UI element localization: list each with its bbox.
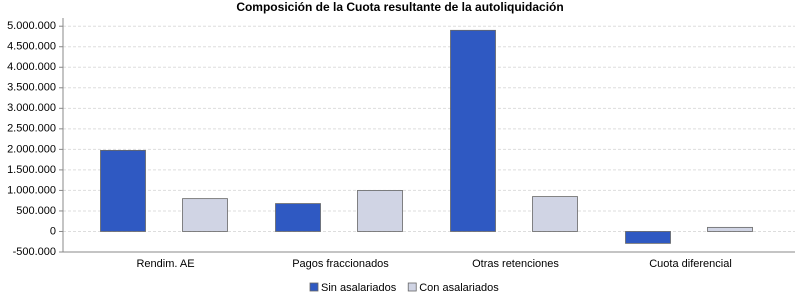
y-tick-label: 2.000.000	[7, 143, 56, 155]
y-tick-label: 4.500.000	[7, 41, 56, 53]
y-tick-label: 2.500.000	[7, 123, 56, 135]
y-tick-label: -500.000	[13, 246, 56, 258]
y-tick-label: 500.000	[16, 205, 56, 217]
y-tick-label: 3.000.000	[7, 102, 56, 114]
x-tick-label: Otras retenciones	[472, 258, 559, 270]
y-tick-label: 3.500.000	[7, 82, 56, 94]
y-tick-label: 5.000.000	[7, 20, 56, 32]
x-tick-label: Pagos fraccionados	[292, 258, 389, 270]
bar	[532, 196, 578, 232]
chart-title: Composición de la Cuota resultante de la…	[236, 0, 563, 14]
legend-swatch	[309, 282, 319, 292]
y-tick-label: 1.500.000	[7, 164, 56, 176]
y-tick-label: 4.000.000	[7, 61, 56, 73]
legend-label: Sin asalariados	[321, 282, 397, 294]
bar	[450, 29, 496, 232]
bar	[182, 198, 228, 232]
y-tick-label: 0	[50, 225, 56, 237]
bar	[357, 190, 403, 232]
legend-label: Con asalariados	[419, 282, 499, 294]
x-tick-label: Rendim. AE	[136, 258, 194, 270]
legend-swatch	[407, 282, 417, 292]
bar	[707, 226, 753, 232]
bar	[625, 231, 671, 244]
y-tick-label: 1.000.000	[7, 184, 56, 196]
bar	[275, 203, 321, 232]
x-tick-label: Cuota diferencial	[649, 258, 732, 270]
bar	[100, 149, 146, 232]
